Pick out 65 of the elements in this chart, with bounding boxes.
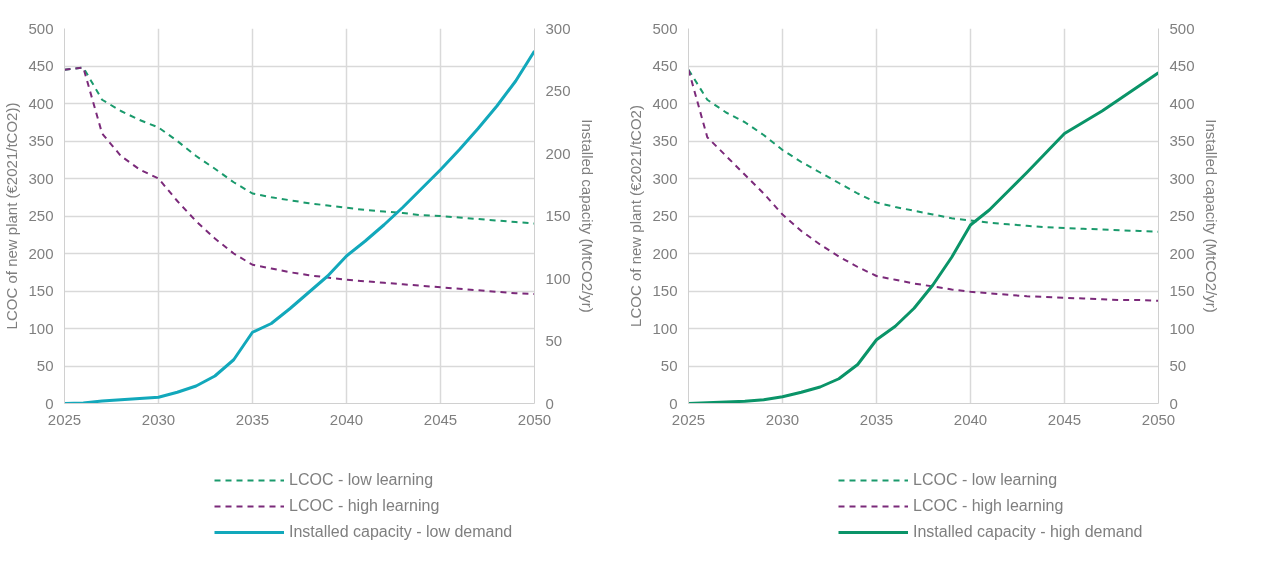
legend-label: LCOC - low learning — [913, 471, 1058, 489]
y2-tick-label: 150 — [545, 207, 571, 224]
y2-tick-label: 300 — [545, 19, 571, 37]
line-series — [688, 68, 1159, 302]
y2-tick-label: 50 — [545, 332, 563, 349]
legend-label: LCOC - high learning — [289, 497, 440, 515]
y-tick-label: 250 — [652, 207, 678, 224]
y-tick-label: 400 — [28, 94, 54, 112]
y2-tick-label: 100 — [1169, 319, 1195, 337]
x-tick-label: 2040 — [953, 410, 988, 428]
y2-tick-label: 50 — [1169, 357, 1187, 374]
y2-tick-label: 350 — [1169, 132, 1195, 149]
y-tick-label: 50 — [660, 357, 678, 374]
x-tick-label: 2050 — [1141, 410, 1176, 428]
x-tick-label: 2045 — [423, 410, 458, 428]
y-tick-label: 500 — [28, 19, 54, 37]
y2-tick-label: 200 — [545, 144, 571, 162]
legend-label: LCOC - low learning — [289, 471, 434, 489]
y-axis-title: LCOC of new plant (€2021/tCO2)) — [3, 102, 21, 330]
y-tick-label: 450 — [652, 57, 678, 74]
y-tick-label: 400 — [652, 94, 678, 112]
x-tick-label: 2030 — [141, 410, 176, 428]
y-tick-label: 350 — [652, 132, 678, 149]
x-tick-label: 2025 — [671, 410, 706, 428]
legend-label: LCOC - high learning — [913, 497, 1064, 515]
y-tick-label: 300 — [652, 169, 678, 187]
x-tick-label: 2035 — [859, 410, 894, 428]
x-tick-label: 2035 — [235, 410, 270, 428]
x-tick-label: 2025 — [47, 410, 82, 428]
y2-axis-title: Installed capacity (MtCO2/yr) — [578, 119, 596, 313]
y-tick-label: 50 — [36, 357, 54, 374]
y-tick-label: 450 — [28, 57, 54, 74]
y-axis-title: LCOC of new plant (€2021/tCO2) — [627, 105, 645, 327]
legend-label: Installed capacity - high demand — [913, 523, 1143, 541]
y2-tick-label: 200 — [1169, 244, 1195, 262]
y-tick-label: 250 — [28, 207, 54, 224]
x-tick-label: 2030 — [765, 410, 800, 428]
y-tick-label: 100 — [28, 319, 54, 337]
y2-tick-label: 100 — [545, 269, 571, 287]
y2-tick-label: 500 — [1169, 19, 1195, 37]
x-tick-label: 2040 — [329, 410, 364, 428]
x-tick-label: 2050 — [517, 410, 552, 428]
line-series — [688, 68, 1159, 233]
y2-tick-label: 150 — [1169, 282, 1195, 299]
y-tick-label: 200 — [652, 244, 678, 262]
line-series — [64, 66, 535, 295]
y2-tick-label: 300 — [1169, 169, 1195, 187]
y-tick-label: 0 — [45, 394, 54, 412]
y-tick-label: 350 — [28, 132, 54, 149]
y2-tick-label: 0 — [545, 394, 554, 412]
y2-tick-label: 250 — [545, 82, 571, 99]
y-tick-label: 100 — [652, 319, 678, 337]
y-tick-label: 150 — [28, 282, 54, 299]
y2-axis-title: Installed capacity (MtCO2/yr) — [1202, 119, 1220, 313]
y2-tick-label: 250 — [1169, 207, 1195, 224]
y-tick-label: 0 — [669, 394, 678, 412]
y2-tick-label: 0 — [1169, 394, 1178, 412]
legend-label: Installed capacity - low demand — [289, 523, 513, 541]
x-tick-label: 2045 — [1047, 410, 1082, 428]
y2-tick-label: 400 — [1169, 94, 1195, 112]
y-tick-label: 150 — [652, 282, 678, 299]
y-tick-label: 200 — [28, 244, 54, 262]
y2-tick-label: 450 — [1169, 57, 1195, 74]
y-tick-label: 300 — [28, 169, 54, 187]
y-tick-label: 500 — [652, 19, 678, 37]
